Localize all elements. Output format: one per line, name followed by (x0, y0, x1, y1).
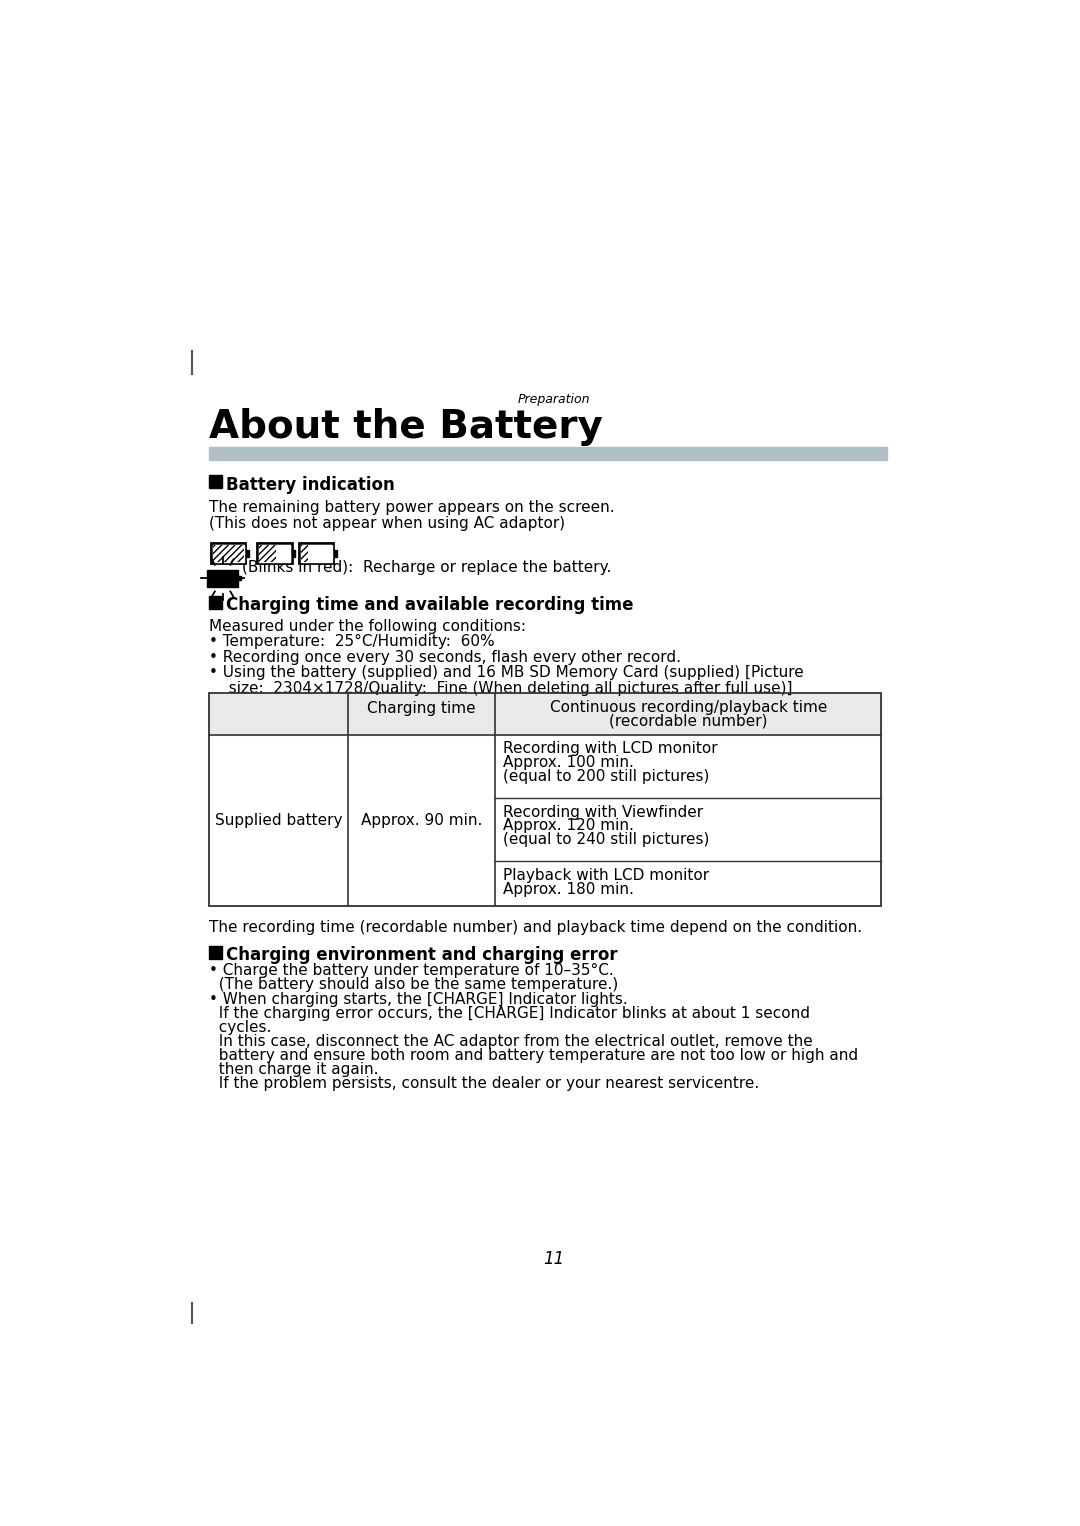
Text: Approx. 100 min.: Approx. 100 min. (503, 755, 634, 771)
Bar (334, 551, 337, 557)
Bar (211, 543, 245, 563)
Text: • Temperature:  25°C/Humidity:  60%: • Temperature: 25°C/Humidity: 60% (208, 635, 495, 650)
Text: then charge it again.: then charge it again. (208, 1062, 378, 1077)
Text: If the charging error occurs, the [CHARGE] Indicator blinks at about 1 second: If the charging error occurs, the [CHARG… (208, 1006, 810, 1021)
Text: Recording with Viewfinder: Recording with Viewfinder (503, 804, 703, 819)
Text: If the problem persists, consult the dealer or your nearest servicentre.: If the problem persists, consult the dea… (208, 1076, 759, 1091)
Bar (213, 545, 243, 562)
Text: size:  2304×1728/Quality:  Fine (When deleting all pictures after full use)]: size: 2304×1728/Quality: Fine (When dele… (218, 681, 793, 696)
Bar (213, 545, 243, 562)
Text: • Using the battery (supplied) and 16 MB SD Memory Card (supplied) [Picture: • Using the battery (supplied) and 16 MB… (208, 665, 804, 681)
Bar (301, 545, 332, 562)
Text: (Blinks in red):  Recharge or replace the battery.: (Blinks in red): Recharge or replace the… (242, 560, 611, 575)
Bar (238, 575, 241, 580)
Text: Approx. 120 min.: Approx. 120 min. (503, 818, 634, 833)
Bar (208, 693, 881, 906)
Text: In this case, disconnect the AC adaptor from the electrical outlet, remove the: In this case, disconnect the AC adaptor … (208, 1035, 812, 1048)
Bar (259, 545, 291, 562)
Text: Playback with LCD monitor: Playback with LCD monitor (503, 868, 710, 882)
Bar (207, 569, 238, 586)
Text: (The battery should also be the same temperature.): (The battery should also be the same tem… (208, 977, 618, 992)
Text: The remaining battery power appears on the screen.: The remaining battery power appears on t… (208, 501, 615, 516)
Text: Preparation: Preparation (517, 392, 590, 406)
Text: Approx. 180 min.: Approx. 180 min. (503, 882, 634, 896)
Bar (208, 447, 887, 461)
Text: • Charge the battery under temperature of 10–35°C.: • Charge the battery under temperature o… (208, 963, 613, 978)
Text: • When charging starts, the [CHARGE] Indicator lights.: • When charging starts, the [CHARGE] Ind… (208, 992, 627, 1007)
Text: Recording with LCD monitor: Recording with LCD monitor (503, 742, 718, 757)
Text: Charging environment and charging error: Charging environment and charging error (227, 946, 618, 964)
Text: Charging time: Charging time (367, 700, 476, 716)
Bar (208, 946, 221, 960)
Text: 11: 11 (543, 1250, 564, 1268)
Bar (245, 551, 248, 557)
Text: Measured under the following conditions:: Measured under the following conditions: (208, 620, 526, 633)
Text: The recording time (recordable number) and playback time depend on the condition: The recording time (recordable number) a… (208, 920, 862, 935)
Text: cycles.: cycles. (208, 1019, 271, 1035)
Bar (208, 693, 881, 736)
Text: Battery indication: Battery indication (227, 476, 395, 494)
Bar (259, 545, 276, 562)
Bar (301, 545, 308, 562)
Bar (299, 543, 334, 563)
Text: Supplied battery: Supplied battery (215, 813, 342, 829)
Text: Continuous recording/playback time: Continuous recording/playback time (550, 700, 827, 714)
Bar (208, 595, 221, 609)
Text: • Recording once every 30 seconds, flash every other record.: • Recording once every 30 seconds, flash… (208, 650, 680, 665)
Text: (equal to 240 still pictures): (equal to 240 still pictures) (503, 832, 710, 847)
Text: (recordable number): (recordable number) (609, 714, 768, 728)
Text: (This does not appear when using AC adaptor): (This does not appear when using AC adap… (208, 516, 565, 531)
Bar (208, 475, 221, 488)
Text: battery and ensure both room and battery temperature are not too low or high and: battery and ensure both room and battery… (208, 1048, 858, 1062)
Text: Approx. 90 min.: Approx. 90 min. (361, 813, 483, 829)
Bar (292, 551, 296, 557)
Text: (equal to 200 still pictures): (equal to 200 still pictures) (503, 769, 710, 784)
Text: About the Battery: About the Battery (208, 407, 603, 446)
Text: Charging time and available recording time: Charging time and available recording ti… (227, 595, 634, 613)
Bar (257, 543, 292, 563)
